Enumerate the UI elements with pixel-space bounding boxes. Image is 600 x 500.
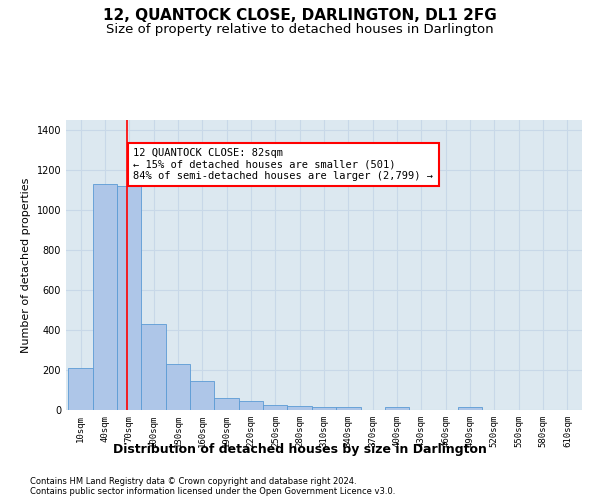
Text: Size of property relative to detached houses in Darlington: Size of property relative to detached ho… — [106, 22, 494, 36]
Text: Distribution of detached houses by size in Darlington: Distribution of detached houses by size … — [113, 442, 487, 456]
Text: 12 QUANTOCK CLOSE: 82sqm
← 15% of detached houses are smaller (501)
84% of semi-: 12 QUANTOCK CLOSE: 82sqm ← 15% of detach… — [133, 148, 433, 181]
Bar — [68, 368, 93, 410]
Bar — [214, 398, 239, 410]
Bar — [312, 408, 336, 410]
Bar — [336, 408, 361, 410]
Text: Contains HM Land Registry data © Crown copyright and database right 2024.: Contains HM Land Registry data © Crown c… — [30, 478, 356, 486]
Bar — [93, 184, 117, 410]
Bar — [190, 381, 214, 410]
Bar — [117, 186, 142, 410]
Bar — [142, 324, 166, 410]
Text: 12, QUANTOCK CLOSE, DARLINGTON, DL1 2FG: 12, QUANTOCK CLOSE, DARLINGTON, DL1 2FG — [103, 8, 497, 22]
Y-axis label: Number of detached properties: Number of detached properties — [21, 178, 31, 352]
Bar — [239, 402, 263, 410]
Bar — [166, 364, 190, 410]
Bar — [385, 408, 409, 410]
Bar — [458, 408, 482, 410]
Bar — [287, 406, 312, 410]
Bar — [263, 405, 287, 410]
Text: Contains public sector information licensed under the Open Government Licence v3: Contains public sector information licen… — [30, 488, 395, 496]
